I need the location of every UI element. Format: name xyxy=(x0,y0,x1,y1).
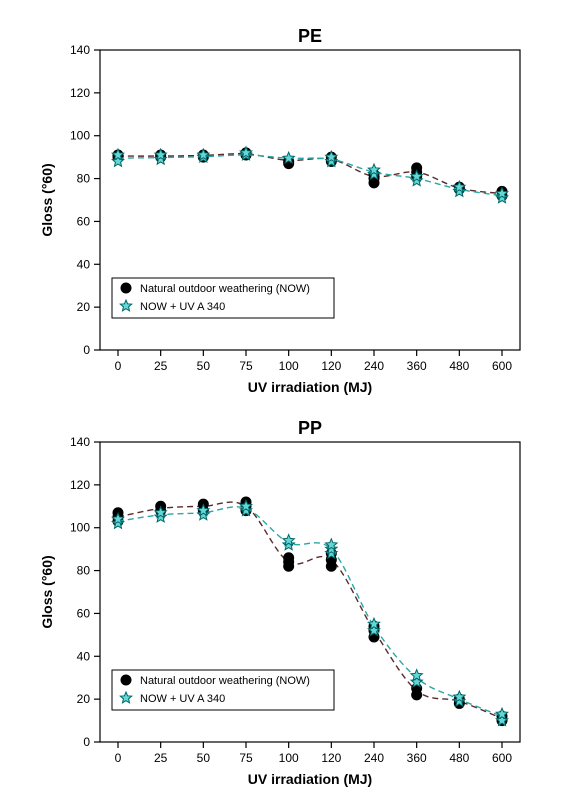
legend-label-nowuv: NOW + UV A 340 xyxy=(140,301,225,313)
svg-text:600: 600 xyxy=(492,751,512,765)
chart-pe: PE 0 20 40 60 80 100 120 140 0 25 50 75 100 120 240 360 4… xyxy=(39,26,520,395)
svg-text:480: 480 xyxy=(449,359,469,373)
svg-text:75: 75 xyxy=(239,359,253,373)
svg-text:100: 100 xyxy=(279,359,299,373)
svg-text:50: 50 xyxy=(197,359,211,373)
svg-text:20: 20 xyxy=(77,300,91,314)
svg-text:240: 240 xyxy=(364,359,384,373)
series-line-nowuv xyxy=(118,155,502,196)
svg-text:0: 0 xyxy=(83,735,90,749)
svg-text:360: 360 xyxy=(407,751,427,765)
svg-text:75: 75 xyxy=(239,751,253,765)
chart-title: PE xyxy=(298,26,322,46)
svg-text:0: 0 xyxy=(115,751,122,765)
svg-text:480: 480 xyxy=(449,751,469,765)
legend-label-now: Natural outdoor weathering (NOW) xyxy=(140,283,310,295)
x-axis-label: UV irradiation (MJ) xyxy=(248,771,372,787)
chart-pp: PP 0 20 40 60 80 100 120 140 0 25 50 75 100 120 240 360 4… xyxy=(39,418,520,787)
figure-page: PE 0 20 40 60 80 100 120 140 0 25 50 75 100 120 240 360 4… xyxy=(0,0,587,796)
marker-circle xyxy=(284,553,294,563)
svg-text:120: 120 xyxy=(321,751,341,765)
svg-text:100: 100 xyxy=(279,751,299,765)
x-axis-label: UV irradiation (MJ) xyxy=(248,379,372,395)
svg-text:25: 25 xyxy=(154,751,168,765)
legend: Natural outdoor weathering (NOW) NOW + UV… xyxy=(112,670,334,710)
svg-text:60: 60 xyxy=(77,214,91,228)
y-axis-label: Gloss (°60) xyxy=(39,163,55,236)
svg-text:80: 80 xyxy=(77,564,91,578)
svg-text:600: 600 xyxy=(492,359,512,373)
svg-text:50: 50 xyxy=(197,751,211,765)
svg-text:120: 120 xyxy=(70,86,90,100)
svg-text:140: 140 xyxy=(70,43,90,57)
y-axis-label: Gloss (°60) xyxy=(39,555,55,628)
svg-text:140: 140 xyxy=(70,435,90,449)
svg-text:120: 120 xyxy=(321,359,341,373)
svg-text:25: 25 xyxy=(154,359,168,373)
svg-text:20: 20 xyxy=(77,692,91,706)
svg-text:100: 100 xyxy=(70,521,90,535)
svg-text:100: 100 xyxy=(70,129,90,143)
svg-text:360: 360 xyxy=(407,359,427,373)
series-line-now xyxy=(118,154,502,194)
svg-text:120: 120 xyxy=(70,478,90,492)
svg-text:40: 40 xyxy=(77,257,91,271)
svg-text:80: 80 xyxy=(77,172,91,186)
legend-label-now: Natural outdoor weathering (NOW) xyxy=(140,675,310,687)
marker-star xyxy=(411,670,422,681)
svg-text:40: 40 xyxy=(77,649,91,663)
legend: Natural outdoor weathering (NOW) NOW + UV… xyxy=(112,278,334,318)
svg-text:60: 60 xyxy=(77,606,91,620)
legend-label-nowuv: NOW + UV A 340 xyxy=(140,693,225,705)
svg-text:0: 0 xyxy=(83,343,90,357)
svg-text:0: 0 xyxy=(115,359,122,373)
chart-title: PP xyxy=(298,418,322,438)
svg-text:240: 240 xyxy=(364,751,384,765)
